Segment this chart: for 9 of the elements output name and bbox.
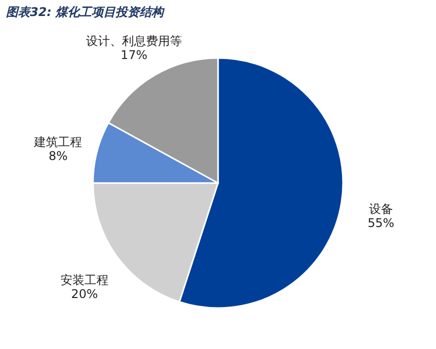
slice-label: 建筑工程	[33, 134, 82, 149]
data-label: 17%	[120, 48, 148, 62]
slice-label: 安装工程	[60, 272, 109, 287]
chart-title: 图表32: 煤化工项目投资结构	[6, 5, 166, 19]
data-label: 55%	[368, 216, 394, 230]
data-label: 20%	[71, 286, 98, 301]
slice-label: 设备	[368, 202, 393, 216]
data-label: 8%	[48, 148, 68, 163]
slice-label: 设计、利息费用等	[86, 34, 182, 48]
